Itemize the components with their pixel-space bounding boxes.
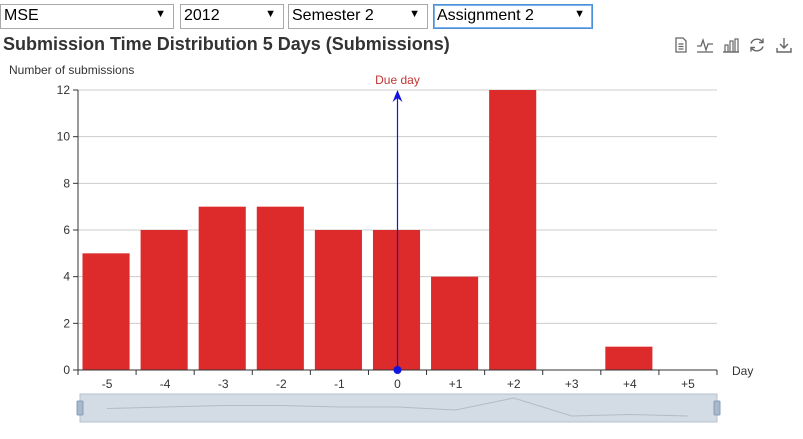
bar bbox=[372, 230, 421, 370]
year-select[interactable]: 2012 ▼ bbox=[180, 4, 284, 29]
zoom-preview-line bbox=[107, 397, 688, 417]
zoom-track bbox=[79, 393, 718, 423]
y-tick-label: 4 bbox=[63, 270, 70, 284]
x-tick-label: -5 bbox=[102, 377, 113, 391]
bar bbox=[140, 230, 188, 370]
x-tick-label: -4 bbox=[160, 377, 171, 391]
bar bbox=[431, 276, 479, 370]
y-tick-label: 10 bbox=[57, 130, 71, 144]
bar bbox=[605, 346, 653, 370]
semester-select-value: Semester 2 bbox=[292, 7, 374, 24]
y-tick-label: 6 bbox=[63, 223, 70, 237]
x-tick-label: +4 bbox=[623, 377, 637, 391]
chevron-down-icon: ▼ bbox=[409, 8, 420, 20]
restore-icon bbox=[750, 38, 764, 52]
y-tick-label: 12 bbox=[57, 83, 71, 97]
x-tick-label: -3 bbox=[218, 377, 229, 391]
x-tick-label: -2 bbox=[276, 377, 287, 391]
chevron-down-icon: ▼ bbox=[265, 8, 276, 20]
download-button[interactable] bbox=[775, 36, 793, 54]
data-view-icon bbox=[675, 37, 687, 53]
bar bbox=[489, 90, 537, 370]
due-day-label: Due day bbox=[375, 73, 420, 87]
y-tick-label: 0 bbox=[63, 363, 70, 377]
y-tick-label: 8 bbox=[63, 176, 70, 190]
bar bbox=[198, 206, 246, 370]
data-zoom-slider[interactable] bbox=[76, 393, 721, 423]
x-tick-label: 0 bbox=[394, 377, 401, 391]
due-day-marker: Due day bbox=[375, 73, 420, 374]
assignment-select-value: Assignment 2 bbox=[437, 7, 534, 24]
download-icon bbox=[776, 38, 792, 53]
line-chart-button[interactable] bbox=[696, 36, 714, 54]
assignment-select[interactable]: Assignment 2 ▼ bbox=[433, 4, 593, 29]
school-select[interactable]: MSE ▼ bbox=[0, 4, 174, 29]
x-tick-label: -1 bbox=[334, 377, 345, 391]
bar-chart-icon bbox=[723, 38, 739, 53]
chevron-down-icon: ▼ bbox=[155, 8, 166, 20]
bar bbox=[314, 230, 362, 370]
x-axis-ticks: -5 -4 -3 -2 -1 0 +1 +2 +3 +4 +5 bbox=[77, 370, 718, 391]
x-tick-label: +1 bbox=[449, 377, 463, 391]
y-axis-ticks: 0 2 4 6 8 10 12 bbox=[57, 83, 78, 377]
bar-chart-button[interactable] bbox=[722, 36, 740, 54]
bar bbox=[256, 206, 304, 370]
semester-select[interactable]: Semester 2 ▼ bbox=[288, 4, 428, 29]
y-tick-label: 2 bbox=[63, 316, 70, 330]
chart-title: Submission Time Distribution 5 Days (Sub… bbox=[3, 34, 450, 54]
x-axis-label: Day bbox=[732, 364, 753, 378]
x-tick-label: +2 bbox=[507, 377, 521, 391]
x-tick-label: +3 bbox=[565, 377, 579, 391]
bar bbox=[82, 253, 130, 370]
due-day-point bbox=[393, 366, 402, 374]
line-chart-icon bbox=[697, 37, 713, 53]
restore-button[interactable] bbox=[748, 36, 766, 54]
year-select-value: 2012 bbox=[184, 7, 220, 24]
chevron-down-icon: ▼ bbox=[574, 8, 585, 20]
zoom-handle-left bbox=[76, 400, 84, 416]
x-tick-label: +5 bbox=[681, 377, 695, 391]
data-view-button[interactable] bbox=[672, 36, 690, 54]
y-axis-label: Number of submissions bbox=[9, 63, 134, 77]
zoom-handle-right bbox=[713, 400, 721, 416]
due-day-arrow bbox=[392, 90, 403, 102]
school-select-value: MSE bbox=[4, 7, 39, 24]
bars bbox=[82, 90, 653, 370]
